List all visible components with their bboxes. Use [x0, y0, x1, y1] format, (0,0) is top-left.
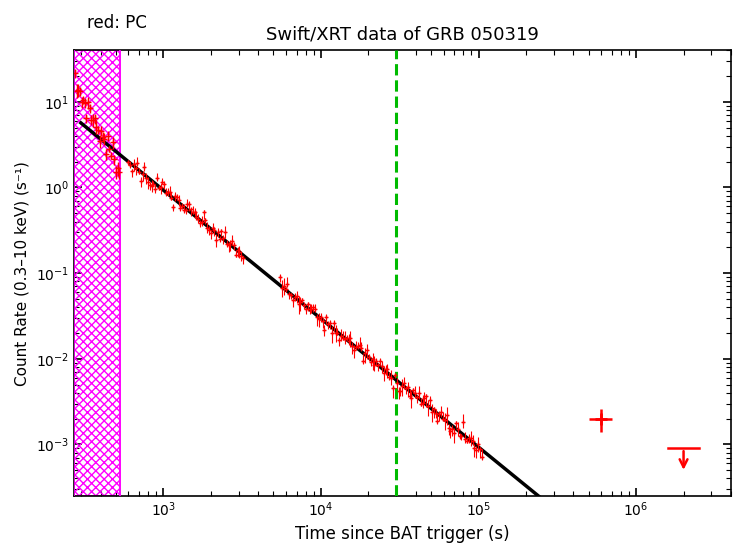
Bar: [74, 50, 120, 496]
Text: red: PC: red: PC: [87, 15, 147, 32]
Title: Swift/XRT data of GRB 050319: Swift/XRT data of GRB 050319: [266, 25, 539, 43]
Y-axis label: Count Rate (0.3–10 keV) (s⁻¹): Count Rate (0.3–10 keV) (s⁻¹): [15, 161, 30, 386]
X-axis label: Time since BAT trigger (s): Time since BAT trigger (s): [295, 525, 510, 543]
